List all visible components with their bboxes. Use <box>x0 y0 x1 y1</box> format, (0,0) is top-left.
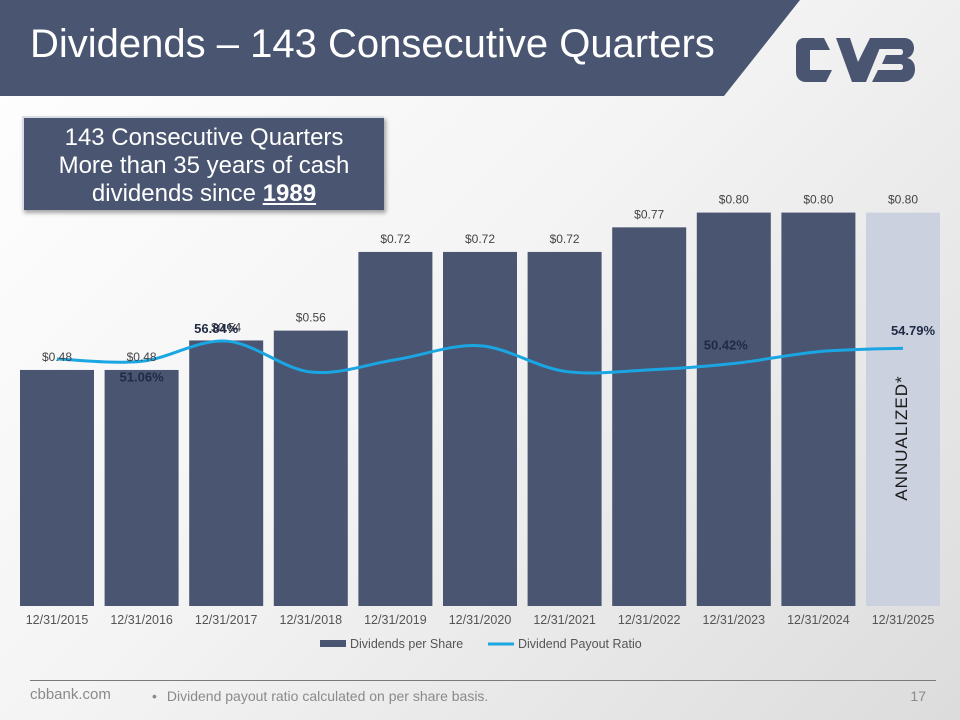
x-tick-label: 12/31/2020 <box>449 613 512 627</box>
bar-value-label: $0.80 <box>719 193 749 207</box>
callout-box: 143 Consecutive Quarters More than 35 ye… <box>22 116 384 210</box>
labels-layer: $0.48 $0.48 $0.54 $0.56 $0.72 $0.72 $0.72 $0.77… <box>42 193 936 385</box>
annualized-note: ANNUALIZED* <box>892 375 911 501</box>
dividend-chart: $0.48 $0.48 $0.54 $0.56 $0.72 $0.72 $0.72 $0.77… <box>20 193 940 651</box>
bar-value-label: $0.72 <box>380 232 410 246</box>
footer-site: cbbank.com <box>30 686 111 703</box>
bar-12/31/2020 <box>443 251 517 606</box>
footnote: • Dividend payout ratio calculated on per… <box>152 688 488 704</box>
bar-value-label: $0.72 <box>465 232 495 246</box>
x-tick-label: 12/31/2024 <box>787 613 850 627</box>
ratio-label: 54.79% <box>891 323 936 338</box>
bar-value-label: $0.54 <box>211 320 241 334</box>
x-tick-label: 12/31/2015 <box>26 613 89 627</box>
x-tick-label: 12/31/2021 <box>533 613 596 627</box>
x-tick-label: 12/31/2017 <box>195 613 258 627</box>
bar-12/31/2021 <box>527 251 602 606</box>
page-number: 17 <box>910 688 926 704</box>
callout-line-2: More than 35 years of cash <box>58 152 350 179</box>
x-tick-label: 12/31/2025 <box>872 613 935 627</box>
page-title: Dividends – 143 Consecutive Quarters <box>30 22 715 66</box>
bar-12/31/2023 <box>696 212 771 606</box>
ratio-label: 56.84% <box>194 321 239 336</box>
cvb-logo <box>796 38 915 82</box>
x-tick-label: 12/31/2018 <box>280 613 343 627</box>
x-tick-label: 12/31/2016 <box>110 613 173 627</box>
bar-12/31/2016 <box>104 369 179 606</box>
x-tick-label: 12/31/2023 <box>703 613 766 627</box>
ratio-label: 51.06% <box>120 369 165 384</box>
title-banner <box>0 0 800 96</box>
legend-swatch-bar <box>320 640 346 647</box>
bar-12/31/2018 <box>273 330 348 606</box>
bar-value-label: $0.80 <box>803 193 833 207</box>
bar-value-label: $0.48 <box>127 350 157 364</box>
callout-line-3: dividends since 1989 <box>24 180 384 208</box>
callout-line-1: 143 Consecutive Quarters <box>64 124 344 151</box>
bar-12/31/2025 <box>866 212 940 606</box>
bar-12/31/2017 <box>189 340 264 606</box>
bars-layer <box>20 212 940 606</box>
footnote-bullet: • <box>152 688 157 704</box>
bar-value-label: $0.48 <box>42 350 72 364</box>
callout-year: 1989 <box>262 180 317 207</box>
legend: Dividends per Share Dividend Payout Ratio <box>320 637 642 651</box>
bar-12/31/2015 <box>20 369 94 606</box>
bar-12/31/2024 <box>781 212 856 606</box>
bar-value-label: $0.56 <box>296 311 326 325</box>
bar-12/31/2019 <box>358 251 433 606</box>
bar-value-label: $0.80 <box>888 193 918 207</box>
bar-value-label: $0.72 <box>550 232 580 246</box>
ratio-label: 50.42% <box>704 338 749 353</box>
title-bar <box>0 0 800 96</box>
bar-12/31/2022 <box>612 227 687 606</box>
line-layer <box>56 339 904 375</box>
footnote-text: Dividend payout ratio calculated on per … <box>166 688 489 704</box>
payout-ratio-line <box>56 339 904 375</box>
legend-label-payout: Dividend Payout Ratio <box>518 637 642 651</box>
footer-divider <box>30 680 936 681</box>
legend-label-dividends: Dividends per Share <box>350 637 463 651</box>
callout-line-3-text: dividends since <box>91 180 263 207</box>
x-tick-label: 12/31/2022 <box>618 613 681 627</box>
x-tick-label: 12/31/2019 <box>364 613 427 627</box>
bar-value-label: $0.77 <box>634 207 664 221</box>
x-axis: 12/31/2015 12/31/2016 12/31/2017 12/31/2018… <box>26 613 935 627</box>
